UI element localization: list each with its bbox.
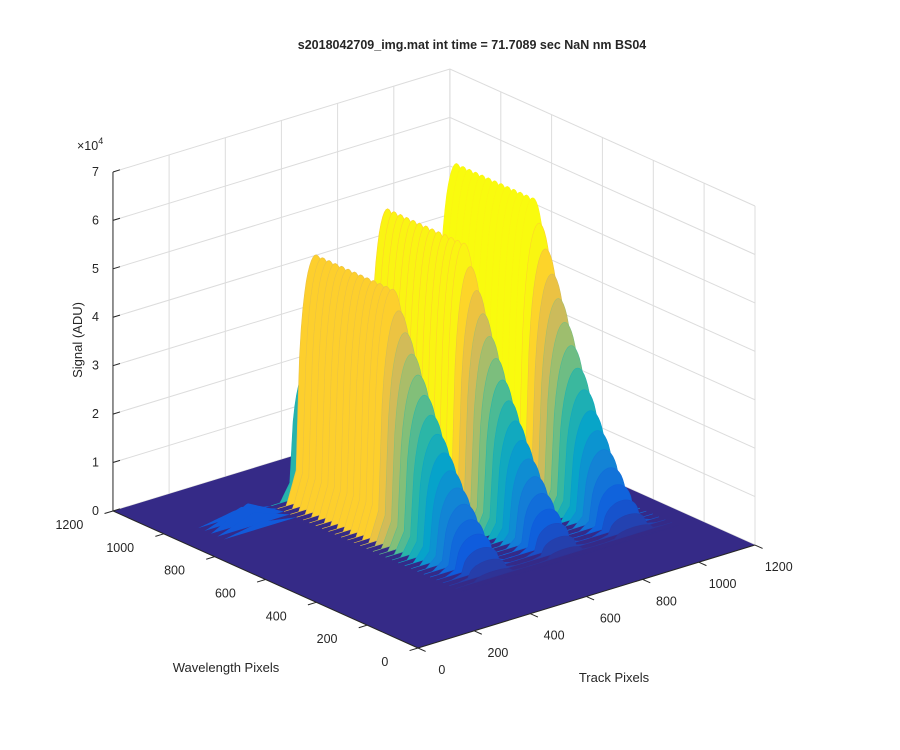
x-tick-mark: [473, 630, 482, 635]
surface-slice-peak-3: [595, 522, 672, 546]
z-tick-mark: [112, 266, 121, 270]
surface-slice-minor: [223, 517, 297, 540]
z-exponent-base: ×10: [77, 139, 98, 153]
z-tick-mark: [112, 169, 121, 173]
y-tick-label: 1000: [106, 541, 134, 555]
z-tick-mark: [112, 459, 121, 464]
y-tick-label: 600: [215, 586, 236, 600]
y-tick-label: 200: [317, 632, 338, 646]
x-tick-mark: [530, 613, 539, 618]
x-tick-label: 400: [544, 629, 565, 643]
surface-slice-peak-3: [602, 525, 679, 549]
y-tick-mark: [307, 601, 317, 606]
y-tick-label: 0: [381, 655, 388, 669]
y-axis-label: Wavelength Pixels: [173, 660, 280, 675]
z-tick-mark: [112, 217, 121, 221]
grid-line-z: [112, 116, 756, 255]
z-tick-label: 5: [92, 262, 99, 276]
z-tick-label: 0: [92, 504, 99, 518]
z-tick-label: 3: [92, 359, 99, 373]
surface-slice-peak-2: [528, 543, 602, 567]
surface-slice-minor: [217, 512, 291, 537]
z-tick-label: 1: [92, 456, 99, 470]
y-tick-mark: [358, 624, 368, 629]
z-tick-mark: [112, 363, 121, 367]
x-tick-mark: [754, 544, 763, 549]
z-tick-label: 6: [92, 213, 99, 227]
x-tick-label: 200: [488, 646, 509, 660]
surface-slice-peak-2: [522, 535, 596, 564]
x-axis-label: Track Pixels: [579, 670, 650, 685]
grid-line-z: [112, 68, 756, 207]
z-tick-label: 4: [92, 310, 99, 324]
z-exponent: ×104: [77, 136, 103, 153]
x-tick-label: 600: [600, 612, 621, 626]
y-tick-mark: [206, 556, 215, 560]
z-axis-label: Signal (ADU): [70, 302, 85, 378]
x-tick-mark: [642, 578, 651, 584]
y-tick-mark: [104, 510, 114, 515]
surface-slice-peak-3: [589, 513, 666, 544]
x-tick-mark: [698, 561, 707, 567]
z-tick-mark: [112, 314, 121, 318]
y-tick-label: 400: [266, 609, 287, 623]
tick-labels: 0200400600800100012000200400600800100012…: [55, 165, 792, 677]
y-tick-mark: [409, 647, 419, 652]
x-tick-label: 1000: [709, 577, 737, 591]
y-tick-label: 1200: [55, 518, 83, 532]
x-tick-label: 800: [656, 594, 677, 608]
z-tick-mark: [112, 508, 121, 512]
z-tick-mark: [112, 411, 121, 415]
surface-slice-peak-2: [534, 546, 608, 570]
z-tick-label: 7: [92, 165, 99, 179]
x-tick-mark: [417, 647, 426, 652]
y-tick-mark: [155, 533, 164, 537]
x-tick-label: 1200: [765, 560, 793, 574]
y-tick-mark: [256, 579, 266, 583]
x-tick-label: 0: [438, 663, 445, 677]
surface-plot: [113, 163, 755, 648]
grid-line-z: [112, 165, 756, 304]
z-exponent-power: 4: [98, 136, 103, 146]
y-tick-label: 800: [164, 564, 185, 578]
surface-slice-peak-1: [449, 558, 526, 586]
z-tick-label: 2: [92, 407, 99, 421]
chart-title: s2018042709_img.mat int time = 71.7089 s…: [298, 38, 647, 52]
surface-slice-peak-1: [461, 568, 538, 592]
surface-slice-peak-1: [455, 565, 532, 589]
x-tick-mark: [586, 596, 595, 601]
